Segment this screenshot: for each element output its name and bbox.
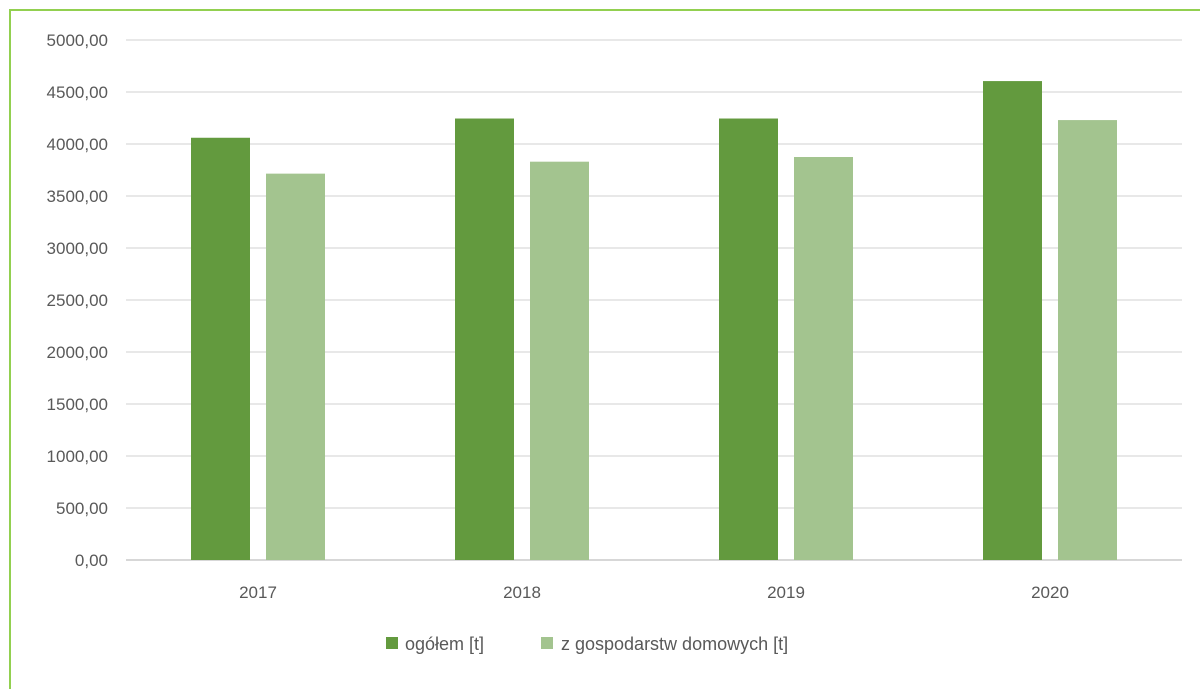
x-tick-label: 2018 xyxy=(503,583,541,602)
y-tick-label: 1000,00 xyxy=(47,447,108,466)
bar-gospodarstwa-2018 xyxy=(530,161,589,560)
y-tick-label: 2500,00 xyxy=(47,291,108,310)
y-tick-label: 0,00 xyxy=(75,551,108,570)
y-tick-label: 500,00 xyxy=(56,499,108,518)
y-tick-label: 5000,00 xyxy=(47,31,108,50)
legend-label: ogółem [t] xyxy=(405,634,484,654)
y-tick-label: 1500,00 xyxy=(47,395,108,414)
bar-ogolem-2019 xyxy=(719,118,778,561)
legend-swatch xyxy=(541,637,553,649)
x-tick-label: 2020 xyxy=(1031,583,1069,602)
bar-ogolem-2020 xyxy=(983,81,1042,560)
y-tick-label: 3000,00 xyxy=(47,239,108,258)
bar-gospodarstwa-2017 xyxy=(266,173,325,560)
bar-ogolem-2017 xyxy=(191,137,250,560)
bar-gospodarstwa-2020 xyxy=(1058,120,1117,560)
x-axis-ticks: 2017 2018 2019 2020 xyxy=(239,583,1069,602)
y-tick-label: 3500,00 xyxy=(47,187,108,206)
bar-chart: 0,00 500,00 1000,00 1500,00 2000,00 2500,00 30… xyxy=(47,31,1182,654)
legend: ogółem [t] z gospodarstw domowych [t] xyxy=(386,634,788,654)
y-tick-label: 4000,00 xyxy=(47,135,108,154)
bar-gospodarstwa-2019 xyxy=(794,157,853,560)
y-tick-label: 4500,00 xyxy=(47,83,108,102)
bars xyxy=(191,81,1117,561)
legend-swatch xyxy=(386,637,398,649)
y-axis-ticks: 0,00 500,00 1000,00 1500,00 2000,00 2500,00 30… xyxy=(47,31,108,570)
x-tick-label: 2019 xyxy=(767,583,805,602)
legend-label: z gospodarstw domowych [t] xyxy=(561,634,788,654)
y-tick-label: 2000,00 xyxy=(47,343,108,362)
x-tick-label: 2017 xyxy=(239,583,277,602)
bar-ogolem-2018 xyxy=(455,118,514,561)
